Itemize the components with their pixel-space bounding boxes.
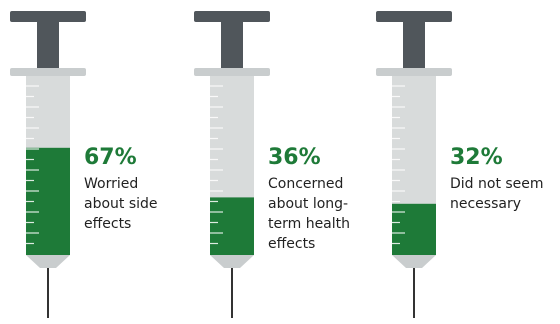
plunger-handle <box>10 11 86 22</box>
value-label: 32% <box>450 145 503 170</box>
needle-hub <box>210 255 254 268</box>
value-label: 67% <box>84 145 137 170</box>
plunger-rod <box>403 22 425 70</box>
plunger-handle <box>376 11 452 22</box>
needle-hub <box>392 255 436 268</box>
needle-hub <box>26 255 70 268</box>
value-label: 36% <box>268 145 321 170</box>
plunger-rod <box>37 22 59 70</box>
barrel-flange <box>376 68 452 76</box>
plunger-handle <box>194 11 270 22</box>
category-label: Did not seem necessary <box>450 176 544 212</box>
category-label: Concerned about long-term health effects <box>268 176 351 252</box>
barrel-flange <box>194 68 270 76</box>
category-label: Worried about side effects <box>84 176 158 232</box>
barrel-flange <box>10 68 86 76</box>
plunger-rod <box>221 22 243 70</box>
fill-level <box>210 197 254 255</box>
